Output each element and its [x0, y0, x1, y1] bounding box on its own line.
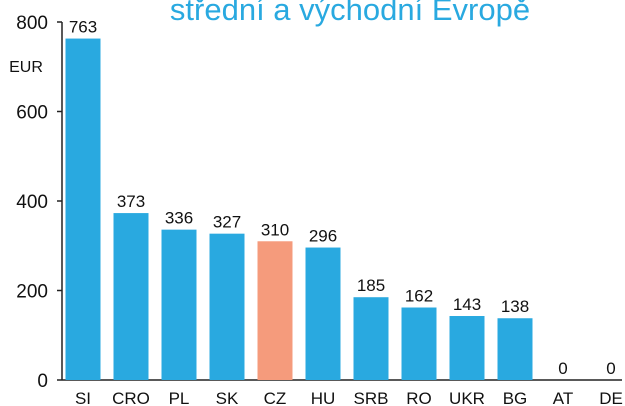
x-tick-label: SRB: [354, 389, 389, 406]
value-label: 373: [117, 192, 145, 211]
value-label: 185: [357, 276, 385, 295]
y-tick-label: 400: [16, 192, 48, 213]
bar: [497, 318, 533, 380]
value-label: 763: [69, 18, 97, 37]
value-label: 310: [261, 220, 289, 239]
value-label: 296: [309, 227, 337, 246]
value-label: 162: [405, 287, 433, 306]
x-tick-label: AT: [553, 389, 573, 406]
bar: [353, 297, 389, 380]
x-tick-label: PL: [169, 389, 190, 406]
bar: [257, 241, 293, 380]
bar: [401, 307, 437, 380]
bar: [113, 213, 149, 380]
y-tick-label: 0: [37, 371, 48, 392]
bar: [209, 233, 245, 380]
x-tick-label: CZ: [264, 389, 287, 406]
value-label: 138: [501, 297, 529, 316]
x-tick-label: SK: [216, 389, 239, 406]
bar: [65, 38, 101, 381]
bar: [161, 229, 197, 380]
y-tick-label: 800: [16, 13, 48, 34]
x-tick-label: BG: [503, 389, 528, 406]
value-label: 336: [165, 209, 193, 228]
chart-title: střední a východní Evropě: [170, 0, 530, 27]
value-label: 143: [453, 295, 481, 314]
x-tick-label: HU: [311, 389, 336, 406]
x-tick-label: SI: [75, 389, 91, 406]
y-tick-label: 600: [16, 103, 48, 124]
bar: [305, 247, 341, 380]
value-label: 0: [606, 359, 615, 378]
x-tick-label: DE: [599, 389, 623, 406]
x-tick-label: CRO: [112, 389, 150, 406]
y-tick-label: 200: [16, 282, 48, 303]
x-tick-label: UKR: [449, 389, 485, 406]
bar: [449, 316, 485, 380]
x-tick-label: RO: [406, 389, 432, 406]
value-label: 0: [558, 359, 567, 378]
value-label: 327: [213, 213, 241, 232]
y-axis-label: EUR: [9, 59, 43, 76]
